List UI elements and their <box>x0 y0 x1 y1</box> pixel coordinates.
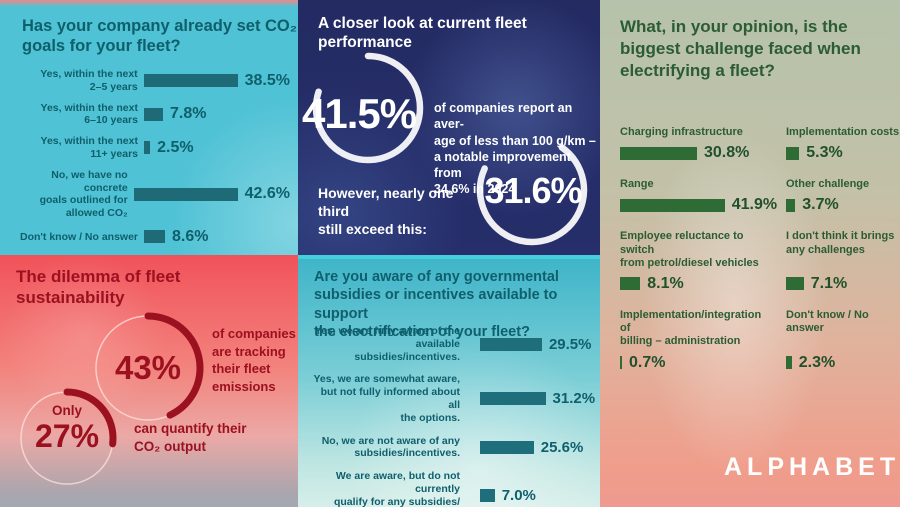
bar-label: Yes, we are somewhat aware, but not full… <box>313 373 461 424</box>
co2-goals-chart: Yes, within the next 2–5 years 38.5% Yes… <box>20 68 290 254</box>
bar <box>133 187 238 201</box>
stat-value-27: 27% <box>34 418 100 454</box>
bar-cell: Don't know / No answer 2.3% <box>786 309 900 372</box>
bar <box>480 489 495 503</box>
bar-cell: Implementation costs 5.3% <box>786 126 900 162</box>
bar-row: No, we are not aware of any subsidies/in… <box>310 435 596 461</box>
bar-cell: I don't think it brings any challenges 7… <box>786 230 900 293</box>
bar <box>786 277 804 291</box>
panel-ev-challenges: What, in your opinion, is the biggest ch… <box>600 0 900 507</box>
bar-label: Yes, within the next 6–10 years <box>40 101 138 127</box>
panel-co2-goals: Has your company already set CO₂ goals f… <box>0 0 298 255</box>
bar-label: Don't know / No answer <box>786 308 869 335</box>
bar-value: 5.3% <box>806 144 843 162</box>
bar-value: 3.7% <box>802 196 839 214</box>
bar-value: 41.9% <box>731 196 778 214</box>
stat-text-27: can quantify their CO₂ output <box>134 421 247 454</box>
bar <box>786 198 796 212</box>
bar <box>620 146 697 160</box>
bar <box>480 337 542 351</box>
bar <box>144 141 151 155</box>
alphabet-logo: ALPHABET <box>724 453 900 481</box>
panel-fleet-dilemma: The dilemma of fleet sustainability 43% … <box>0 255 298 507</box>
bar <box>480 440 534 454</box>
bar-value: 25.6% <box>540 438 584 456</box>
bar-label: Employee reluctance to switch from petro… <box>620 230 759 269</box>
bar-value: 7.0% <box>501 487 536 505</box>
bar-cell: Implementation/integration of billing – … <box>620 309 772 372</box>
bar-value: 7.8% <box>170 105 207 123</box>
bar-row: Yes, we are somewhat aware, but not full… <box>310 373 596 424</box>
bar-value: 0.7% <box>629 353 666 371</box>
stat-text-43: of companies are tracking their fleet em… <box>212 326 296 394</box>
bar-cell: Range 41.9% <box>620 178 777 214</box>
bar <box>143 74 238 88</box>
donut-ring-41 <box>312 52 424 164</box>
bar <box>620 356 622 369</box>
bar-value: 8.6% <box>171 227 209 245</box>
ev-challenges-title: What, in your opinion, is the biggest ch… <box>620 17 861 81</box>
bar-cell: Other challenge 3.7% <box>786 178 900 214</box>
bar-cell: Employee reluctance to switch from petro… <box>620 230 772 293</box>
stat-prefix-only: Only <box>51 403 82 418</box>
bar <box>786 146 800 160</box>
bar-label: Range <box>620 178 654 191</box>
bar-label: Yes, within the next 2–5 years <box>40 68 138 93</box>
bar-value: 2.5% <box>157 138 194 156</box>
bar-label: No, we have no concrete goals outlined f… <box>39 168 128 220</box>
bar-row: Yes, within the next 6–10 years 7.8% <box>20 102 290 128</box>
bar-value: 2.3% <box>798 353 836 371</box>
ev-challenges-chart: Charging infrastructure 30.8% Implementa… <box>620 126 900 372</box>
bar-value: 38.5% <box>244 71 290 89</box>
bar <box>620 277 641 291</box>
stat-value-41: 41.5% <box>302 90 417 137</box>
bar-row: We are aware, but do not currently quali… <box>310 470 596 507</box>
fleet-dilemma-title: The dilemma of fleet sustainability <box>16 267 181 307</box>
bar-label: We are aware, but do not currently quali… <box>333 470 460 507</box>
bar-label: Implementation costs <box>786 126 900 138</box>
bar <box>786 356 792 369</box>
exceed-text: However, nearly one third still exceed t… <box>318 185 454 238</box>
bar-row: No, we have no concrete goals outlined f… <box>20 169 290 220</box>
bar-value: 30.8% <box>704 144 750 162</box>
bar-row: Yes, we are fully aware of the available… <box>310 325 596 363</box>
bar-value: 42.6% <box>244 185 290 203</box>
bar-label: No, we are not aware of any subsidies/in… <box>321 434 460 460</box>
subsidies-chart: Yes, we are fully aware of the available… <box>310 325 596 507</box>
subsidies-title: Are you aware of any governmental subsid… <box>314 269 559 341</box>
panel-fleet-performance: A closer look at current fleet performan… <box>298 0 600 255</box>
panel-subsidies: Are you aware of any governmental subsid… <box>298 255 600 507</box>
bar-label: Yes, within the next 11+ years <box>40 135 138 160</box>
bar-row: Yes, within the next 2–5 years 38.5% <box>20 68 290 94</box>
donut-ring-31 <box>476 134 588 246</box>
stat-value-43: 43% <box>114 349 182 386</box>
bar-value: 29.5% <box>548 335 592 353</box>
bar-label: Don't know / No answer <box>20 230 139 243</box>
bar-label: Other challenge <box>786 178 870 191</box>
bar-value: 8.1% <box>647 274 684 292</box>
bar-label: I don't think it brings any challenges <box>786 230 895 256</box>
bar <box>480 392 546 406</box>
bar-label: Charging infrastructure <box>620 126 743 138</box>
bar-row: Yes, within the next 11+ years 2.5% <box>20 135 290 161</box>
co2-goals-title: Has your company already set CO₂ goals f… <box>22 17 298 56</box>
bar <box>144 230 165 244</box>
fleet-performance-title: A closer look at current fleet performan… <box>318 15 527 52</box>
bar-value: 31.2% <box>552 390 596 408</box>
bar <box>620 198 725 212</box>
bar <box>144 107 164 121</box>
bar-row: Don't know / No answer 8.6% <box>20 228 290 246</box>
bar-label: Yes, we are fully aware of the available… <box>314 325 460 363</box>
stat-value-31: 31.6% <box>484 170 582 211</box>
donut-ring-43 <box>92 312 204 424</box>
bar-value: 7.1% <box>810 274 848 292</box>
bar-cell: Charging infrastructure 30.8% <box>620 126 772 162</box>
bar-label: Implementation/integration of billing – … <box>620 308 762 348</box>
donut-ring-27 <box>17 388 117 488</box>
